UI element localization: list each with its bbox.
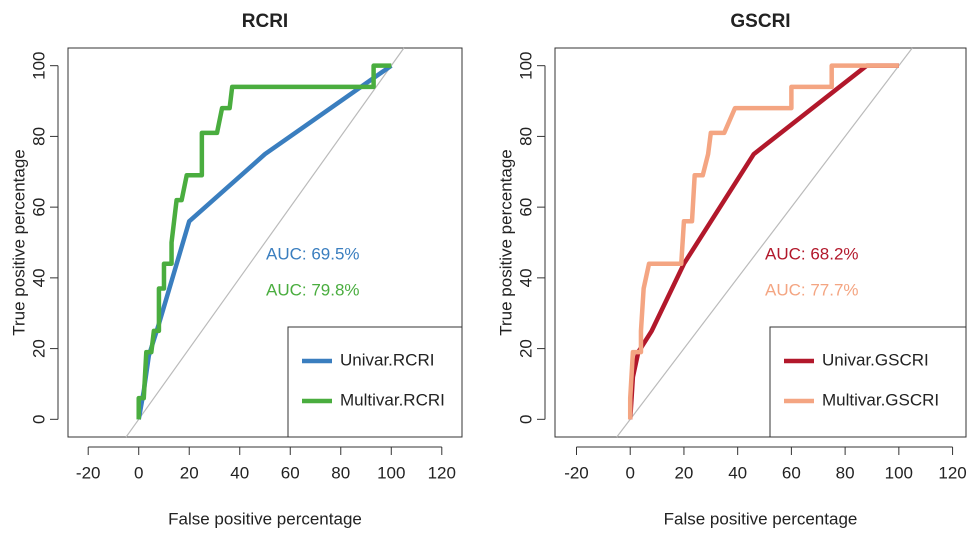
plot-frame [554, 47, 967, 438]
x-tick-label: -20 [564, 463, 589, 482]
x-tick-label: 40 [230, 463, 249, 482]
y-axis-label: True positive percentage [9, 149, 28, 335]
legend-label: Univar.GSCRI [822, 350, 929, 369]
y-tick-label: 20 [29, 339, 48, 358]
y-axis-label: True positive percentage [496, 149, 515, 335]
y-tick-label: 40 [29, 268, 48, 287]
plot-frame [67, 47, 463, 438]
x-tick-label: 40 [728, 463, 747, 482]
y-tick-label: 80 [516, 127, 535, 146]
x-tick-label: 100 [885, 463, 913, 482]
legend-label: Univar.RCRI [340, 350, 434, 369]
roc-curve [627, 63, 899, 420]
reference-line [125, 47, 405, 438]
auc-annotation: AUC: 69.5% [266, 244, 360, 263]
auc-annotation: AUC: 77.7% [765, 280, 859, 299]
x-tick-label: 60 [281, 463, 300, 482]
chart-title: GSCRI [730, 11, 790, 32]
y-tick-label: 100 [29, 51, 48, 79]
chart-panel: RCRI False positive percentage True positi… [9, 11, 463, 528]
x-tick-label: 0 [625, 463, 634, 482]
x-tick-label: 80 [331, 463, 350, 482]
x-tick-label: 120 [428, 463, 456, 482]
y-tick-label: 20 [516, 339, 535, 358]
x-tick-label: 100 [377, 463, 405, 482]
legend-label: Multivar.RCRI [340, 390, 445, 409]
legend-box [287, 326, 463, 438]
auc-annotation: AUC: 79.8% [266, 280, 360, 299]
reference-line [616, 47, 913, 438]
chart-panel: GSCRI False positive percentage True posit… [496, 11, 966, 528]
y-tick-label: 60 [516, 198, 535, 217]
legend-box [769, 326, 967, 438]
x-tick-label: 0 [134, 463, 143, 482]
y-tick-label: 0 [29, 415, 48, 424]
y-tick-label: 60 [29, 198, 48, 217]
y-tick-label: 40 [516, 268, 535, 287]
auc-annotation: AUC: 68.2% [765, 244, 859, 263]
x-tick-label: 20 [180, 463, 199, 482]
x-tick-label: 60 [782, 463, 801, 482]
x-tick-label: 20 [674, 463, 693, 482]
x-tick-label: 120 [938, 463, 966, 482]
chart-title: RCRI [242, 11, 288, 32]
y-tick-label: 80 [29, 127, 48, 146]
roc-curve [136, 63, 392, 420]
x-axis-label: False positive percentage [168, 509, 362, 528]
x-tick-label: 80 [836, 463, 855, 482]
legend-label: Multivar.GSCRI [822, 390, 939, 409]
y-tick-label: 0 [516, 415, 535, 424]
y-tick-label: 100 [516, 51, 535, 79]
x-tick-label: -20 [76, 463, 101, 482]
x-axis-label: False positive percentage [664, 509, 858, 528]
